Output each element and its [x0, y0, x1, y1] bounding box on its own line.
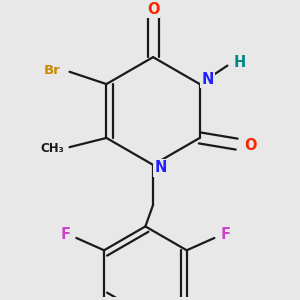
Text: F: F [61, 227, 70, 242]
Text: O: O [244, 138, 257, 153]
Text: Br: Br [44, 64, 61, 77]
Text: N: N [201, 72, 214, 87]
Text: N: N [154, 160, 167, 175]
Text: H: H [234, 55, 246, 70]
Text: CH₃: CH₃ [41, 142, 64, 155]
Text: F: F [220, 227, 230, 242]
Text: O: O [147, 2, 159, 17]
